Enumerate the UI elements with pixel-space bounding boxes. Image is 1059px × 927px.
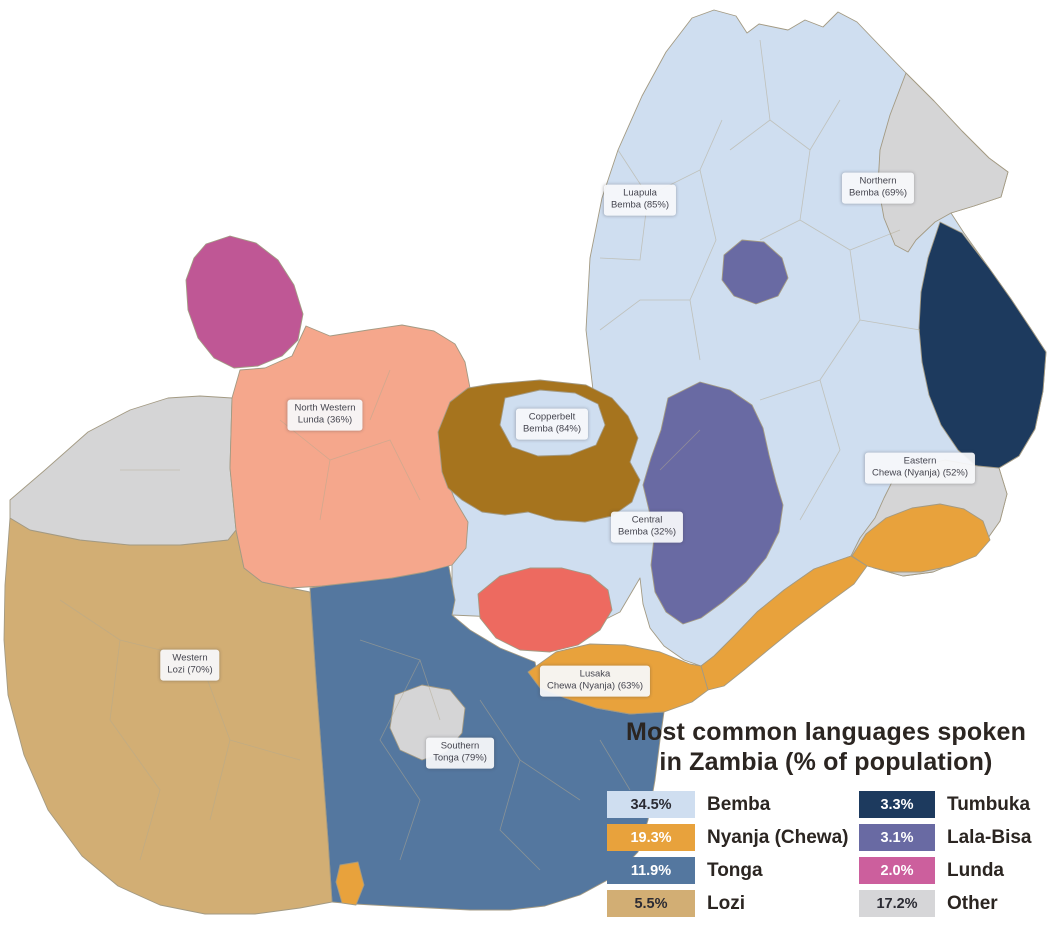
map-label-northern: Northern Bemba (69%) (841, 172, 915, 204)
legend-column-left: 34.5% Bemba 19.3% Nyanja (Chewa) 11.9% T… (607, 791, 859, 917)
legend-title: Most common languages spoken in Zambia (… (595, 718, 1057, 777)
label-value: Lunda (36%) (297, 415, 353, 426)
label-value: Chewa (Nyanja) (52%) (871, 468, 969, 479)
map-label-southern: Southern Tonga (79%) (426, 737, 494, 769)
map-label-luapula: Luapula Bemba (85%) (603, 184, 677, 216)
label-value: Bemba (32%) (617, 527, 677, 538)
map-label-lusaka: Lusaka Chewa (Nyanja) (63%) (539, 665, 651, 697)
label-value: Chewa (Nyanja) (63%) (546, 681, 644, 692)
legend-grid: 34.5% Bemba 19.3% Nyanja (Chewa) 11.9% T… (595, 791, 1057, 917)
legend-title-line2: in Zambia (% of population) (659, 747, 993, 776)
legend-item-tonga: 11.9% Tonga (607, 857, 859, 884)
legend-swatch-nyanja: 19.3% (607, 824, 695, 851)
map-label-central: Central Bemba (32%) (610, 511, 684, 543)
legend-item-lunda: 2.0% Lunda (859, 857, 1057, 884)
legend-swatch-lala-bisa: 3.1% (859, 824, 935, 851)
district-boundaries (59, 39, 921, 871)
label-value: Tonga (79%) (433, 753, 487, 764)
map-label-north-western: North Western Lunda (36%) (287, 399, 363, 431)
map-label-western: Western Lozi (70%) (160, 649, 220, 681)
region-northeast-other (877, 72, 1009, 253)
legend-swatch-tonga: 11.9% (607, 857, 695, 884)
region-west-other (9, 395, 237, 546)
map-label-copperbelt: Copperbelt Bemba (84%) (515, 408, 589, 440)
legend-label-lunda: Lunda (947, 859, 1004, 881)
region-southern-nyanja-bit (335, 861, 365, 906)
legend-label-bemba: Bemba (707, 793, 771, 815)
label-value: Bemba (69%) (848, 188, 908, 199)
region-central-coral (477, 567, 613, 653)
region-eastern-nyanja (851, 503, 991, 573)
legend-swatch-bemba: 34.5% (607, 791, 695, 818)
label-value: Bemba (85%) (610, 200, 670, 211)
legend: Most common languages spoken in Zambia (… (595, 718, 1057, 917)
region-nyanja-band (700, 555, 868, 691)
label-province: North Western (294, 402, 356, 414)
legend-swatch-lunda: 2.0% (859, 857, 935, 884)
legend-label-tonga: Tonga (707, 859, 763, 881)
legend-label-lala-bisa: Lala-Bisa (947, 826, 1032, 848)
legend-label-other: Other (947, 892, 998, 914)
label-province: Southern (440, 740, 480, 752)
region-lala-bisa-large (642, 381, 784, 625)
region-lunda (185, 235, 304, 369)
legend-label-lozi: Lozi (707, 892, 745, 914)
legend-swatch-tumbuka: 3.3% (859, 791, 935, 818)
label-province: Central (631, 514, 663, 526)
legend-item-nyanja: 19.3% Nyanja (Chewa) (607, 824, 859, 851)
label-value: Bemba (84%) (522, 424, 582, 435)
region-lala-bisa-small (721, 239, 789, 305)
label-province: Eastern (903, 455, 937, 467)
legend-item-bemba: 34.5% Bemba (607, 791, 859, 818)
legend-label-tumbuka: Tumbuka (947, 793, 1031, 815)
label-province: Northern (859, 175, 897, 187)
legend-swatch-other: 17.2% (859, 890, 935, 917)
legend-swatch-lozi: 5.5% (607, 890, 695, 917)
label-province: Copperbelt (528, 411, 576, 423)
label-province: Luapula (623, 187, 657, 199)
legend-item-lala-bisa: 3.1% Lala-Bisa (859, 824, 1057, 851)
map-label-eastern: Eastern Chewa (Nyanja) (52%) (864, 452, 976, 484)
label-province: Lusaka (579, 668, 611, 680)
legend-item-other: 17.2% Other (859, 890, 1057, 917)
legend-label-nyanja: Nyanja (Chewa) (707, 826, 849, 848)
legend-title-line1: Most common languages spoken (625, 718, 1027, 746)
legend-column-right: 3.3% Tumbuka 3.1% Lala-Bisa 2.0% Lunda 1… (859, 791, 1057, 917)
legend-item-lozi: 5.5% Lozi (607, 890, 859, 917)
region-north-western (229, 324, 471, 589)
label-value: Lozi (70%) (167, 665, 213, 676)
legend-item-tumbuka: 3.3% Tumbuka (859, 791, 1057, 818)
label-province: Western (172, 652, 208, 664)
